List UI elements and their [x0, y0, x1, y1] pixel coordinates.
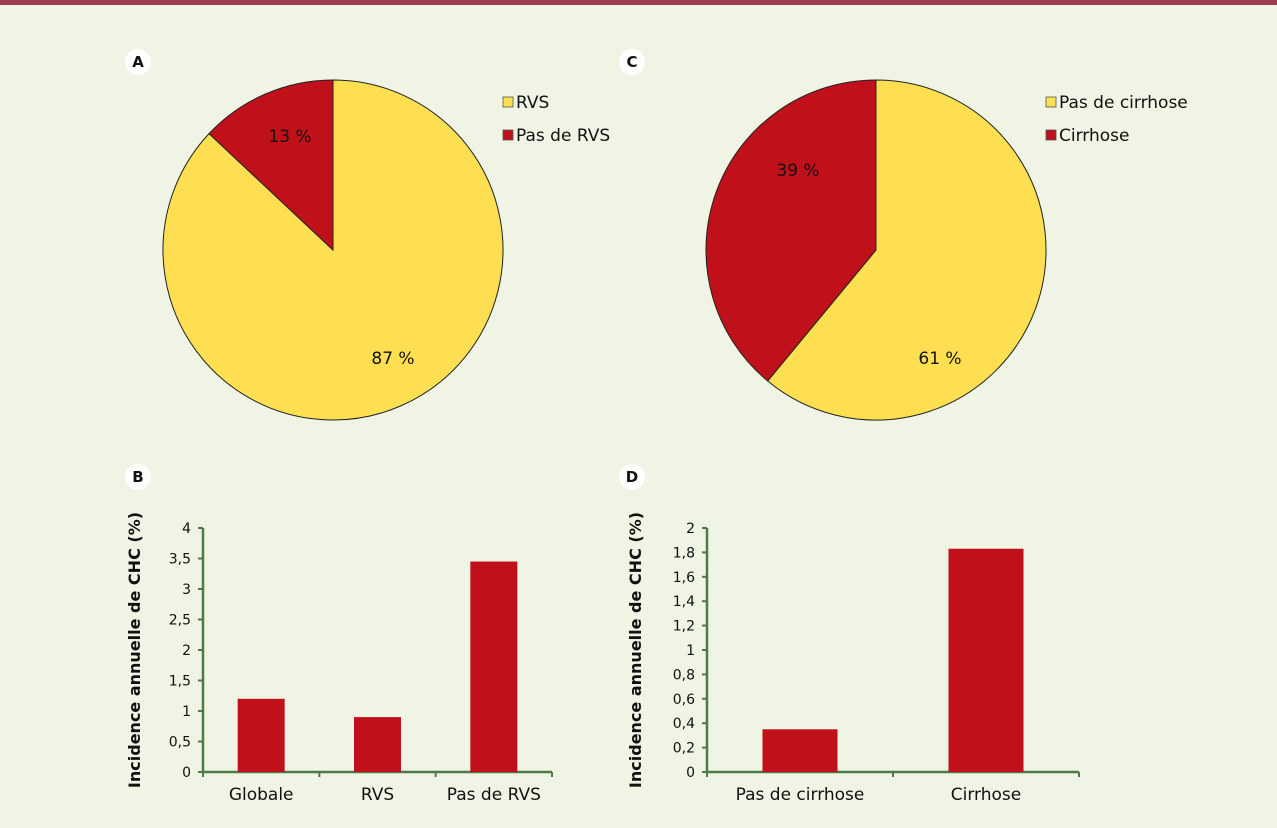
panel-letter-badge	[125, 464, 151, 490]
legend-swatch	[502, 129, 514, 141]
y-tick-label: 0	[182, 765, 191, 781]
y-tick-label: 1,5	[169, 674, 191, 690]
bar-cirrhose	[948, 548, 1024, 772]
x-category-label: Pas de RVS	[447, 785, 541, 805]
y-tick-label: 0,4	[673, 716, 695, 732]
y-tick-label: 2	[686, 521, 695, 537]
bar-pas-de-cirrhose	[762, 729, 838, 772]
pie-slice-label: 87 %	[371, 349, 414, 369]
panel-letter-badge	[125, 49, 151, 75]
pie-slice-label: 13 %	[268, 127, 311, 147]
legend-swatch	[1045, 129, 1057, 141]
legend-label: RVS	[516, 93, 549, 113]
panel-letter: B	[132, 468, 143, 486]
y-tick-label: 1,4	[673, 594, 695, 610]
pie-slice-label: 39 %	[776, 161, 819, 181]
y-tick-label: 0,2	[673, 741, 695, 757]
panel-letter-badge	[619, 49, 645, 75]
y-tick-label: 1,2	[673, 619, 695, 635]
pie-slice-pas-de-cirrhose	[766, 79, 1047, 421]
pie-slice-cirrhose	[705, 79, 877, 382]
x-category-label: Pas de cirrhose	[736, 785, 865, 805]
y-axis-title: Incidence annuelle de CHC (%)	[125, 512, 144, 788]
pie-slice-label: 61 %	[918, 349, 961, 369]
x-category-label: RVS	[361, 785, 394, 805]
panel-letter: C	[626, 53, 637, 71]
y-tick-label: 0,8	[673, 667, 695, 683]
y-tick-label: 4	[182, 521, 191, 537]
y-tick-label: 1,6	[673, 570, 695, 586]
y-tick-label: 3,5	[169, 552, 191, 568]
y-tick-label: 0,5	[169, 735, 191, 751]
legend-label: Pas de cirrhose	[1059, 93, 1188, 113]
panel-letter-badge	[619, 464, 645, 490]
y-tick-label: 1	[686, 643, 695, 659]
y-tick-label: 1	[182, 704, 191, 720]
legend-swatch	[1045, 96, 1057, 108]
bar-globale	[237, 698, 285, 772]
panel-letter: A	[132, 53, 144, 71]
pie-slice-pas-de-rvs	[208, 79, 334, 252]
legend-swatch	[502, 96, 514, 108]
y-tick-label: 0	[686, 765, 695, 781]
bar-rvs	[354, 717, 401, 772]
y-tick-label: 1,8	[673, 545, 695, 561]
pie-slice-rvs	[162, 79, 504, 421]
legend-label: Cirrhose	[1059, 126, 1129, 146]
x-category-label: Globale	[229, 785, 294, 805]
y-tick-label: 2	[182, 643, 191, 659]
x-category-label: Cirrhose	[951, 785, 1021, 805]
legend-label: Pas de RVS	[516, 126, 610, 146]
top-rule	[0, 0, 1277, 5]
y-axis-title: Incidence annuelle de CHC (%)	[626, 512, 645, 788]
panel-letter: D	[626, 468, 638, 486]
y-tick-label: 2,5	[169, 613, 191, 629]
y-tick-label: 3	[182, 582, 191, 598]
bar-pas-de-rvs	[470, 561, 518, 772]
y-tick-label: 0,6	[673, 692, 695, 708]
